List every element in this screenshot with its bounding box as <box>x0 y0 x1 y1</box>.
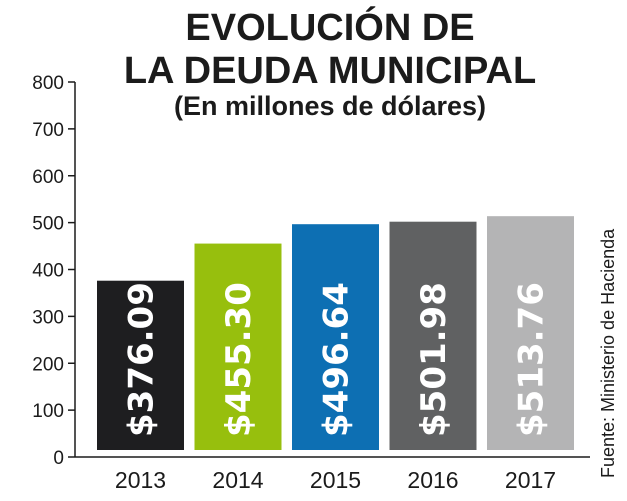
bar-data-label: $455.30 <box>219 282 259 437</box>
y-tick-label: 500 <box>32 214 64 235</box>
bar-2014 <box>194 243 282 450</box>
bar-2015 <box>292 224 379 450</box>
x-category-label: 2014 <box>212 467 263 493</box>
chart-title-line-2: LA DEUDA MUNICIPAL <box>124 50 536 92</box>
bar-2013 <box>97 280 184 450</box>
chart-subtitle: (En millones de dólares) <box>174 91 486 121</box>
y-tick-label: 600 <box>32 167 64 188</box>
x-category-label: 2013 <box>115 467 166 493</box>
bar-data-label: $376.09 <box>122 282 162 437</box>
source-note: Fuente: Ministerio de Hacienda <box>598 228 618 478</box>
y-tick-label: 200 <box>32 354 64 375</box>
y-tick-label: 300 <box>32 307 64 328</box>
y-tick-label: 400 <box>32 261 64 282</box>
bars-group: $376.09 2013 $455.30 2014 $496.64 2015 $501.98… <box>97 216 574 493</box>
bar-data-label: $513.76 <box>512 282 552 437</box>
y-axis: 0 100 200 300 400 500 600 700 800 <box>32 73 590 469</box>
bar-data-label: $496.64 <box>317 282 357 437</box>
chart-title-line-1: EVOLUCIÓN DE <box>185 5 474 49</box>
y-tick-label: 800 <box>32 73 64 94</box>
x-category-label: 2016 <box>407 467 458 493</box>
y-tick-label: 100 <box>32 401 64 422</box>
y-tick-label: 0 <box>53 448 64 469</box>
x-category-label: 2017 <box>505 467 556 493</box>
bar-2016 <box>389 221 477 450</box>
y-tick-label: 700 <box>32 120 64 141</box>
x-category-label: 2015 <box>310 467 361 493</box>
bar-data-label: $501.98 <box>414 282 454 437</box>
bar-2017 <box>487 216 574 450</box>
